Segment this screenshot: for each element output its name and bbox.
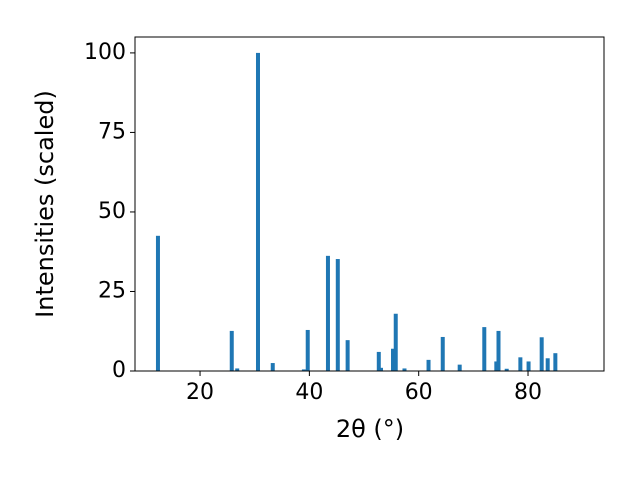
- bar: [391, 348, 396, 371]
- bar: [270, 363, 275, 371]
- x-tick-label: 40: [295, 380, 323, 405]
- bar: [545, 358, 550, 371]
- plot-frame: [134, 36, 605, 372]
- bar: [494, 361, 499, 371]
- bar: [376, 351, 381, 371]
- y-tick-label: 0: [112, 358, 126, 383]
- bar: [255, 52, 260, 372]
- bar: [504, 368, 509, 371]
- bar: [440, 336, 445, 371]
- bar: [518, 357, 523, 371]
- bar: [482, 327, 487, 371]
- x-axis-label: 2θ (°): [336, 415, 404, 443]
- bar: [235, 368, 240, 371]
- bar: [553, 353, 558, 371]
- bar: [526, 361, 531, 371]
- bar: [426, 359, 431, 371]
- bar: [301, 369, 306, 371]
- bar: [457, 364, 462, 371]
- bar: [325, 255, 330, 371]
- bar: [345, 340, 350, 371]
- bar: [229, 330, 234, 371]
- x-tick-label: 60: [405, 380, 433, 405]
- y-tick-label: 50: [98, 199, 126, 224]
- bar: [155, 235, 160, 371]
- x-tick-label: 80: [514, 380, 542, 405]
- bar: [496, 330, 501, 371]
- bar: [539, 337, 544, 371]
- bar: [335, 259, 340, 371]
- y-tick-label: 25: [98, 278, 126, 303]
- y-axis-label: Intensities (scaled): [31, 90, 59, 318]
- y-tick-label: 100: [84, 40, 126, 65]
- x-tick-label: 20: [186, 380, 214, 405]
- y-tick-label: 75: [98, 119, 126, 144]
- bar: [393, 313, 398, 371]
- bar: [402, 368, 407, 371]
- bar: [305, 329, 310, 371]
- bar: [378, 367, 383, 371]
